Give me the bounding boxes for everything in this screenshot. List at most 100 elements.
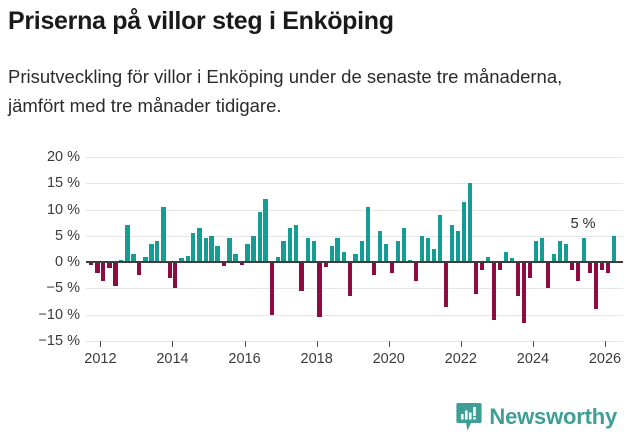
bar	[599, 262, 605, 271]
bar	[323, 262, 328, 268]
bar	[521, 262, 526, 323]
gridline	[86, 183, 623, 185]
bar	[341, 251, 346, 263]
bar	[575, 262, 581, 281]
bar-chart-speech-bubble-icon	[456, 402, 483, 432]
bar	[527, 262, 533, 278]
plot-area: 5 %	[86, 157, 623, 342]
x-axis-tick	[388, 341, 390, 347]
gridline	[86, 314, 623, 316]
x-axis-tick-label: 2024	[516, 351, 550, 367]
bar	[563, 243, 569, 263]
bar	[113, 262, 118, 286]
bar	[287, 227, 292, 263]
x-axis-tick	[532, 341, 534, 347]
bar	[161, 206, 166, 263]
bar	[461, 201, 466, 263]
x-axis-tick-label: 2014	[156, 351, 189, 367]
y-axis-tick-label: −5 %	[46, 280, 80, 297]
x-axis: 2012 2014 2016 2018 2020 2022 2024 2026	[84, 341, 623, 385]
bar	[305, 238, 310, 263]
bar	[383, 243, 388, 263]
brand-name: Newsworthy	[489, 404, 617, 429]
bar	[431, 249, 436, 263]
bar	[371, 262, 376, 276]
bar	[533, 241, 538, 263]
bar	[569, 262, 574, 271]
bar	[455, 230, 461, 263]
bar	[335, 238, 340, 263]
bar	[239, 262, 244, 265]
bar	[251, 235, 256, 263]
bar	[509, 257, 515, 263]
bar	[551, 254, 556, 263]
bar	[293, 225, 298, 263]
bar	[245, 243, 250, 263]
bar	[437, 214, 442, 263]
bar	[107, 262, 112, 269]
chart-footer: Newsworthy	[0, 400, 631, 439]
x-axis-tick	[460, 341, 462, 347]
bar	[407, 259, 412, 263]
last-value-label: 5 %	[570, 216, 596, 233]
gridline	[86, 157, 623, 158]
x-axis-tick-label: 2026	[588, 351, 622, 367]
bar	[281, 241, 286, 263]
bar	[359, 241, 364, 263]
bar	[611, 235, 617, 263]
bar	[317, 262, 322, 318]
bar	[197, 227, 202, 263]
bar	[131, 254, 136, 263]
bar	[593, 262, 599, 310]
gridline	[86, 209, 623, 211]
bar	[227, 238, 232, 263]
bar	[587, 262, 592, 273]
bar	[389, 262, 394, 273]
bar	[167, 262, 172, 278]
bar	[353, 254, 358, 263]
y-axis-tick-label: 10 %	[46, 201, 80, 218]
bar	[203, 238, 208, 263]
gridline	[86, 288, 623, 290]
x-axis-tick-label: 2020	[372, 351, 405, 367]
zero-line	[86, 261, 623, 264]
bar	[557, 241, 563, 263]
bar	[515, 262, 520, 297]
bar	[395, 241, 400, 263]
bar	[491, 262, 497, 320]
x-axis-tick	[172, 341, 174, 347]
bar	[539, 238, 544, 263]
bar	[209, 235, 214, 263]
bar	[347, 262, 352, 297]
bar	[221, 262, 226, 267]
newsworthy-logo[interactable]: Newsworthy	[456, 402, 617, 432]
bar	[137, 262, 142, 276]
x-axis-tick-label: 2018	[300, 351, 333, 367]
bar	[119, 259, 124, 263]
x-axis-tick	[244, 341, 246, 347]
y-axis-labels: 20 % 15 % 10 % 5 % 0 % −5 % −10 % −15 %	[0, 149, 80, 349]
page-title: Priserna på villor steg i Enköping	[8, 7, 394, 35]
bar	[605, 262, 610, 273]
bar	[329, 246, 334, 263]
bar	[185, 255, 190, 263]
y-axis-tick-label: 20 %	[46, 149, 80, 165]
x-axis-tick-label: 2016	[228, 351, 261, 367]
bar	[485, 256, 490, 263]
bar	[179, 257, 184, 263]
y-axis-tick-label: −10 %	[38, 306, 80, 323]
bar	[419, 235, 424, 263]
bar	[125, 225, 130, 263]
gridline	[86, 235, 623, 237]
bar	[89, 262, 94, 266]
y-axis-tick-label: −15 %	[38, 333, 80, 349]
bar	[497, 262, 502, 271]
page-subtitle: Prisutveckling för villor i Enköping und…	[8, 66, 563, 116]
bar	[263, 199, 268, 263]
x-axis-tick	[316, 341, 318, 347]
bar	[233, 254, 238, 263]
x-axis-tick	[604, 341, 606, 347]
y-axis-tick-label: 0 %	[55, 254, 80, 271]
bar	[149, 243, 154, 263]
